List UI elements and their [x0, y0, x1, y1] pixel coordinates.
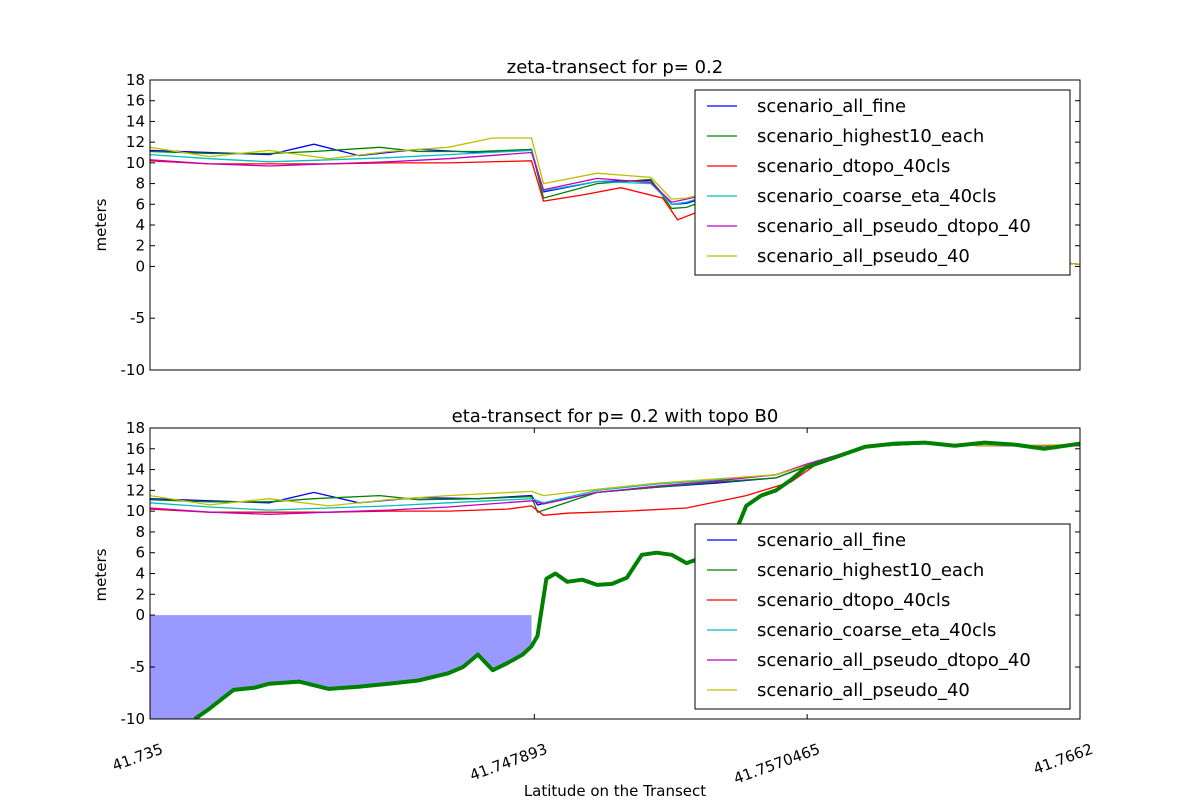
ytick-label: 12: [126, 481, 145, 499]
ytick-label: 0: [135, 606, 145, 624]
ytick-label: 18: [126, 71, 145, 89]
legend-box: [694, 523, 1071, 710]
legend-label: scenario_dtopo_40cls: [757, 590, 950, 611]
ytick-label: -10: [121, 361, 146, 379]
legend-label: scenario_all_pseudo_dtopo_40: [757, 650, 1031, 671]
ytick-label: 16: [126, 92, 145, 110]
legend-label: scenario_all_pseudo_40: [757, 680, 970, 701]
ytick-label: 18: [126, 419, 145, 437]
eta-series-layer: [150, 440, 1080, 719]
topo-line: [193, 440, 1080, 719]
ytick-label: 16: [126, 440, 145, 458]
legend-label: scenario_dtopo_40cls: [757, 156, 950, 177]
xtick-label: 41.735: [110, 740, 165, 775]
xtick-label: 41.7662: [1031, 740, 1095, 778]
zeta-chart-title: zeta-transect for p= 0.2: [507, 57, 723, 78]
ytick-label: 6: [135, 544, 145, 562]
ytick-label: 4: [135, 216, 145, 234]
eta-ylabel: meters: [92, 548, 110, 601]
ytick-label: -10: [121, 710, 146, 728]
ytick-label: 8: [135, 523, 145, 541]
x-axis-label: Latitude on the Transect: [524, 782, 706, 800]
zeta-chart: zeta-transect for p= 0.2 18 16 14 12 10 8 6 4 2 0…: [92, 57, 1081, 379]
legend-box: [694, 89, 1071, 276]
eta-water-fill-layer: [150, 615, 532, 719]
legend-label: scenario_coarse_eta_40cls: [757, 186, 996, 207]
zeta-legend: scenario_all_fine scenario_highest10_each…: [694, 89, 1071, 276]
xtick-label: 41.747893: [467, 740, 549, 785]
ytick-label: -5: [130, 309, 145, 327]
series-line-scenario_all_fine: [150, 442, 1080, 506]
eta-chart: eta-transect for p= 0.2 with topo B0 181…: [92, 406, 1095, 788]
series-line-scenario_all_pseudo_dtopo_40: [150, 442, 1080, 515]
zeta-ylabel: meters: [92, 198, 110, 251]
xtick-label: 41.7570465: [731, 740, 822, 788]
eta-yticks: 18 16 14 12 10 8 6 4 2 0 -5 -10: [121, 419, 1080, 728]
legend-label: scenario_highest10_each: [757, 560, 984, 581]
legend-label: scenario_highest10_each: [757, 126, 984, 147]
series-line-scenario_highest10_each: [150, 442, 1080, 514]
ytick-label: 0: [135, 257, 145, 275]
legend-label: scenario_all_fine: [757, 530, 906, 551]
ytick-label: 14: [126, 461, 145, 479]
eta-legend: scenario_all_fine scenario_highest10_each…: [694, 523, 1071, 710]
water-fill-area: [150, 615, 532, 719]
legend-label: scenario_all_pseudo_40: [757, 246, 970, 267]
ytick-label: 12: [126, 133, 145, 151]
series-line-scenario_all_pseudo_40: [150, 442, 1080, 507]
ytick-label: -5: [130, 658, 145, 676]
zeta-yticks: 18 16 14 12 10 8 6 4 2 0 -5 -10: [121, 71, 1080, 379]
eta-chart-title: eta-transect for p= 0.2 with topo B0: [452, 406, 779, 427]
legend-label: scenario_all_fine: [757, 96, 906, 117]
ytick-label: 4: [135, 565, 145, 583]
ytick-label: 2: [135, 237, 145, 255]
legend-label: scenario_all_pseudo_dtopo_40: [757, 216, 1031, 237]
ytick-label: 6: [135, 195, 145, 213]
series-line-scenario_dtopo_40cls: [150, 442, 1080, 516]
ytick-label: 10: [126, 154, 145, 172]
ytick-label: 10: [126, 502, 145, 520]
ytick-label: 8: [135, 175, 145, 193]
ytick-label: 2: [135, 585, 145, 603]
legend-label: scenario_coarse_eta_40cls: [757, 620, 996, 641]
ytick-label: 14: [126, 112, 145, 130]
